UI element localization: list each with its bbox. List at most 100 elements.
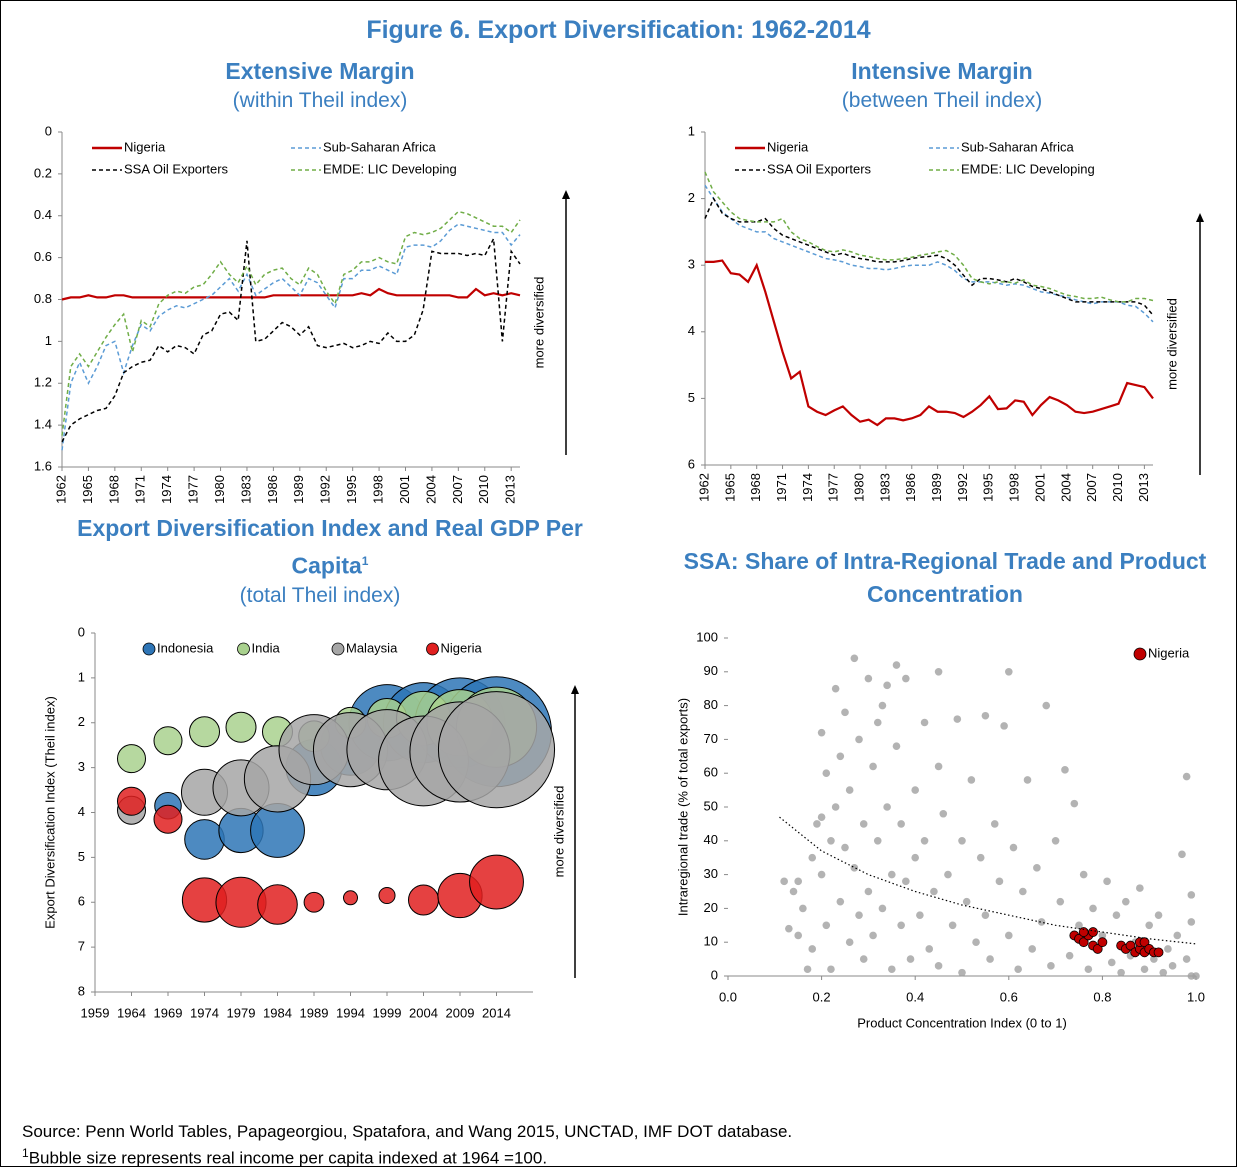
point (962, 897, 971, 906)
point (958, 837, 966, 845)
point (958, 968, 966, 977)
x-tick-label: 1979 (227, 1005, 256, 1020)
x-tick-label: 2004 (409, 1005, 438, 1020)
y-tick-label: 4 (688, 323, 695, 338)
point (920, 837, 929, 845)
x-tick-label: 1959 (81, 1005, 110, 1020)
point (1023, 776, 1032, 784)
point (869, 931, 877, 940)
x-tick-label: 1969 (154, 1005, 183, 1020)
x-tick-label: 1983 (238, 475, 253, 504)
point (1005, 668, 1013, 676)
point (897, 820, 905, 828)
y-tick-label: 0.6 (34, 249, 52, 264)
line (61, 236, 521, 443)
legend-label: Nigeria (1148, 645, 1190, 660)
point (855, 911, 863, 919)
legend-label: Sub-Saharan Africa (961, 139, 1075, 154)
point (813, 820, 821, 828)
y-tick-label: 0 (78, 624, 85, 639)
x-tick-label: 1974 (800, 473, 815, 502)
point (827, 837, 835, 845)
point (892, 661, 901, 669)
point (1159, 968, 1168, 977)
point (817, 870, 826, 879)
x-tick-label: 1962 (696, 473, 711, 502)
point (902, 877, 910, 886)
x-tick-label: 1971 (774, 473, 789, 502)
point (1070, 799, 1079, 808)
point (869, 762, 877, 771)
legend-label: Malaysia (346, 640, 398, 655)
arrow-head (562, 190, 570, 199)
y-tick-label: 3 (688, 257, 695, 272)
point (859, 955, 868, 963)
point (1182, 772, 1191, 781)
y-tick-label: 2 (688, 190, 695, 205)
point (1122, 897, 1130, 906)
x-tick-label: 1964 (117, 1005, 146, 1020)
bubble (378, 886, 396, 905)
x-tick-label: 1989 (929, 473, 944, 502)
point (831, 684, 840, 693)
point (948, 921, 957, 930)
legend-label: SSA Oil Exporters (124, 161, 229, 176)
point (1187, 972, 1196, 980)
x-tick-label: 1.0 (1187, 989, 1205, 1004)
bubble (117, 744, 146, 774)
point (981, 911, 990, 919)
arrow-head (571, 685, 579, 694)
chart-subtitle: (between Theil index) (841, 89, 1043, 112)
point (930, 887, 938, 896)
x-tick-label: 2014 (482, 1005, 511, 1020)
x-tick-label: 0.0 (719, 989, 737, 1004)
point (1097, 937, 1108, 948)
x-tick-label: 0.4 (906, 989, 924, 1004)
line (704, 196, 1154, 316)
x-tick-label: 1965 (722, 473, 737, 502)
bubble (188, 716, 221, 748)
point (1019, 887, 1027, 896)
point (1154, 911, 1163, 919)
point (990, 820, 999, 828)
chart-subtitle: (within Theil index) (232, 89, 408, 112)
point (808, 853, 817, 862)
point (934, 668, 943, 676)
x-tick-label: 1999 (373, 1005, 402, 1020)
point (1037, 918, 1046, 926)
x-tick-label: 0.8 (1093, 989, 1111, 1004)
chart-subtitle: (total Theil index) (239, 584, 401, 607)
source: Source: Penn World Tables, Papageorgiou,… (22, 1122, 793, 1141)
point (1084, 965, 1093, 974)
y-tick-label: 0 (45, 123, 52, 138)
x-axis-label: Product Concentration Index (0 to 1) (857, 1015, 1067, 1030)
point (1014, 965, 1022, 974)
x-tick-label: 2001 (397, 475, 412, 504)
point (1028, 945, 1036, 953)
y-tick-label: 5 (688, 390, 695, 405)
point (1182, 955, 1191, 963)
point (1078, 937, 1089, 948)
point (1033, 864, 1041, 872)
y-tick-label: 1.6 (34, 458, 52, 473)
y-tick-label: 1 (688, 123, 695, 138)
y-tick-label: 1 (45, 333, 52, 348)
point (873, 718, 882, 727)
y-tick-label: 50 (704, 798, 718, 813)
title-marker: 1 (361, 554, 369, 568)
point (1153, 947, 1164, 958)
y-axis-label: Export Diversification Index (Theil inde… (42, 696, 57, 929)
point (1112, 911, 1121, 919)
y-tick-label: 1.4 (34, 417, 52, 432)
x-tick-label: 1994 (336, 1005, 365, 1020)
point (789, 887, 798, 896)
point (1187, 891, 1196, 899)
y-tick-label: 80 (704, 697, 718, 712)
line (704, 184, 1154, 323)
y-tick-label: 40 (704, 832, 718, 847)
x-tick-label: 2004 (1058, 473, 1073, 502)
point (1103, 877, 1111, 886)
point (883, 803, 891, 811)
x-tick-label: 2010 (1110, 473, 1125, 502)
bubble (303, 891, 325, 913)
